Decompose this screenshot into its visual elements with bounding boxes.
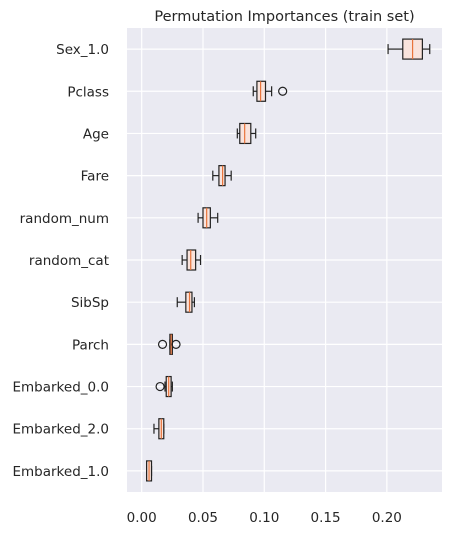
outlier-point — [278, 86, 288, 96]
box-embarked-1-0 — [146, 460, 153, 482]
chart-title: Permutation Importances (train set) — [154, 9, 414, 25]
x-tick-label: 0.05 — [188, 510, 218, 526]
box-iqr — [256, 80, 267, 102]
x-tick-label: 0.20 — [372, 510, 402, 526]
y-tick-label: random_num — [20, 211, 109, 227]
x-tick-label: 0.00 — [127, 510, 157, 526]
box-pclass — [252, 80, 288, 102]
box-random-cat — [181, 249, 202, 271]
y-tick-labels: Sex_1.0 Pclass Age Fare random_num random_cat… — [12, 42, 109, 480]
y-tick-label: Embarked_2.0 — [12, 422, 109, 438]
y-tick-label: Age — [83, 126, 109, 142]
y-tick-label: SibSp — [71, 295, 109, 311]
grid-lines — [127, 28, 442, 492]
box-iqr — [218, 165, 226, 187]
x-tick-label: 0.15 — [311, 510, 341, 526]
box-random-num — [197, 207, 219, 229]
box-series — [146, 38, 431, 482]
y-tick-label: Parch — [72, 337, 109, 353]
y-tick-label: random_cat — [29, 253, 109, 269]
y-tick-label: Pclass — [67, 84, 109, 100]
box-sex-1-0 — [387, 38, 431, 60]
outlier-point — [171, 339, 181, 349]
box-parch — [157, 333, 181, 355]
box-iqr — [186, 249, 197, 271]
outlier-point — [157, 339, 168, 349]
box-age — [236, 122, 257, 145]
box-iqr — [185, 291, 193, 313]
box-embarked-0-0 — [155, 375, 173, 398]
box-embarked-2-0 — [153, 418, 165, 440]
y-tick-label: Sex_1.0 — [56, 42, 109, 58]
y-tick-label: Embarked_0.0 — [12, 380, 109, 396]
x-tick-labels: 0.00 0.05 0.10 0.15 0.20 — [127, 510, 402, 526]
y-tick-label: Embarked_1.0 — [12, 464, 109, 480]
box-sibsp — [176, 291, 196, 313]
outlier-point — [155, 381, 165, 392]
box-fare — [212, 165, 232, 187]
x-tick-label: 0.10 — [249, 510, 279, 526]
box-iqr — [239, 122, 252, 145]
y-tick-label: Fare — [81, 169, 109, 185]
